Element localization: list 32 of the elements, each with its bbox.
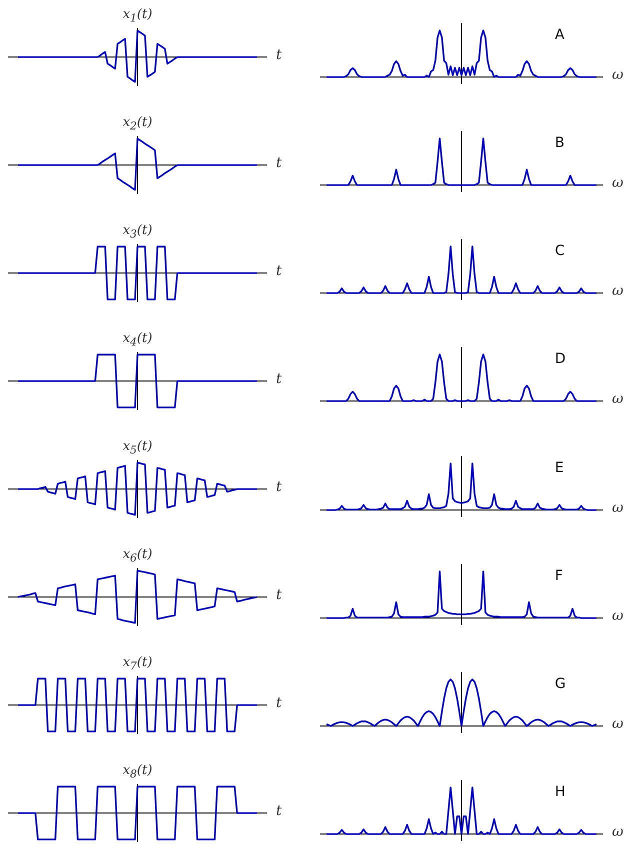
annotation: B [554,135,564,152]
x-axis-title: t [276,479,282,496]
x-axis-title: t [276,695,282,712]
chart-title: x$_{2}$(t) [122,115,154,133]
annotation: F [554,568,563,584]
x-axis-title: t [276,155,282,172]
annotation: E [554,460,564,476]
x-axis-title: ω [612,67,624,83]
chart-title: x$_{8}$(t) [122,763,154,781]
chart-title: x$_{1}$(t) [122,7,154,25]
annotation: C [554,243,565,260]
x-axis-title: ω [612,283,624,300]
annotation: D [554,351,566,368]
chart-title: x$_{7}$(t) [122,655,154,673]
x-axis-title: t [276,803,282,820]
x-axis-title: ω [612,608,624,624]
x-axis-title: ω [612,824,624,840]
x-axis-title: ω [612,716,624,732]
x-axis-title: ω [612,175,624,192]
chart-title: x$_{4}$(t) [122,331,154,349]
chart-title: x$_{3}$(t) [122,223,154,241]
chart-title: x$_{6}$(t) [122,547,154,565]
annotation: H [554,784,566,800]
x-axis-title: t [276,263,282,280]
x-axis-title: t [276,371,282,388]
x-axis-title: t [276,587,282,604]
annotation: G [554,676,566,692]
annotation: A [554,27,564,43]
x-axis-title: t [276,47,282,64]
chart-title: x$_{5}$(t) [122,439,154,457]
x-axis-title: ω [612,500,624,516]
x-axis-title: ω [612,391,624,408]
